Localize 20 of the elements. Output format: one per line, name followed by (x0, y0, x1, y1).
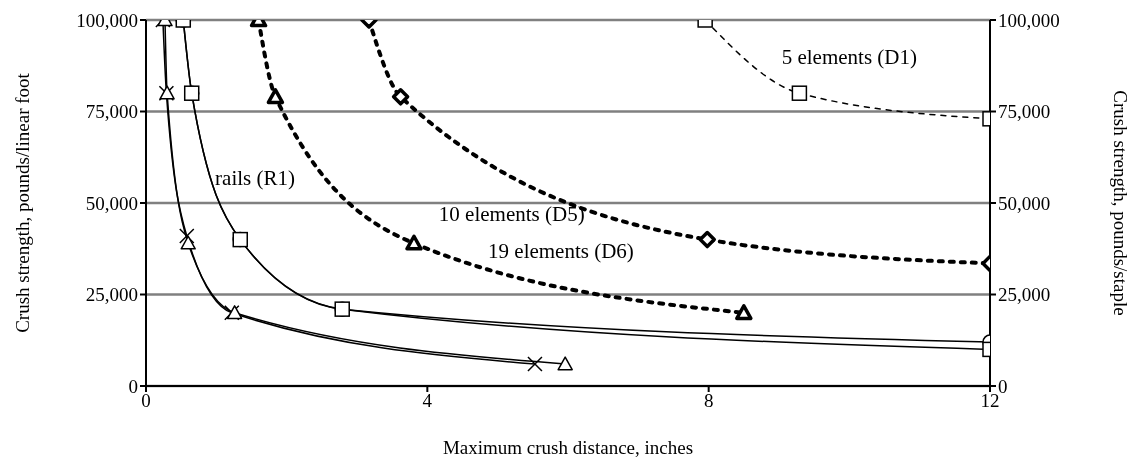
x-axis-title: Maximum crush distance, inches (442, 437, 694, 458)
y2-tick-label: 75,000 (998, 101, 1051, 123)
x-tick-label: 8 (703, 390, 714, 412)
y2-tick-label: 0 (998, 375, 1008, 397)
series-label: 10 elements (D5) (438, 202, 585, 227)
y2-tick-label: 25,000 (998, 284, 1051, 306)
annotation: rails (R1) (215, 165, 295, 190)
series-label: 19 elements (D6) (488, 239, 634, 264)
y2-axis-title: Crush strength, pounds/staple (1110, 90, 1132, 316)
y2-tick-label: 100,000 (998, 9, 1060, 31)
y-tick-label: 75,000 (85, 101, 138, 123)
y-tick-label: 100,000 (76, 9, 138, 31)
y2-tick-label: 50,000 (998, 192, 1051, 214)
y-tick-label: 25,000 (85, 284, 138, 306)
y-tick-label: 0 (128, 375, 138, 397)
series-label: 5 elements (D1) (781, 45, 917, 70)
x-tick-label: 4 (422, 390, 433, 412)
x-tick-label: 12 (980, 390, 1000, 412)
y-axis-title: Crush strength, pounds/linear foot (11, 72, 33, 333)
y-tick-label: 50,000 (85, 192, 138, 214)
